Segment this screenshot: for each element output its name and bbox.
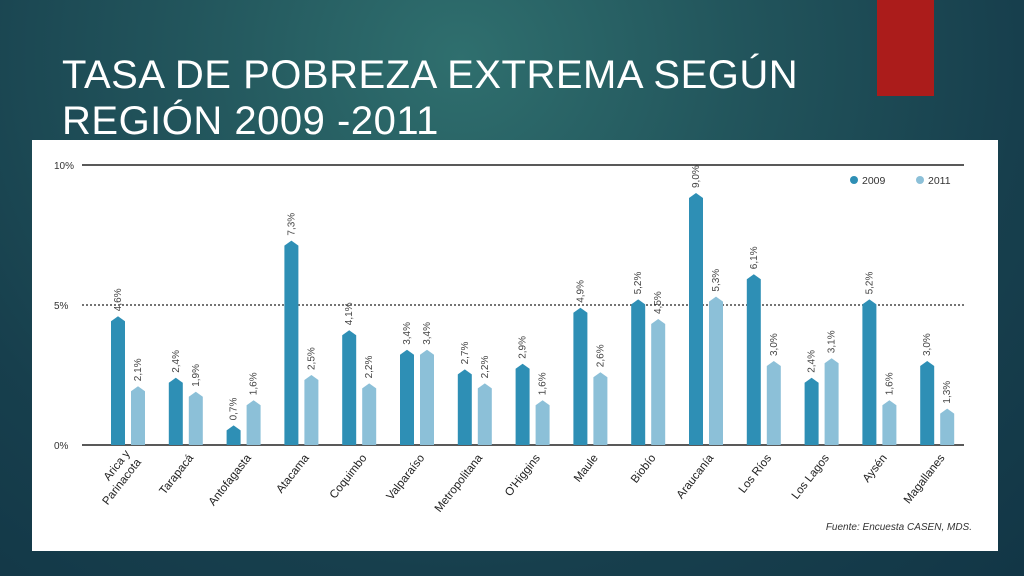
bar-2009-11 <box>746 274 761 445</box>
y-tick-label: 0% <box>54 441 69 452</box>
bar-2009-3 <box>284 240 299 445</box>
legend-swatch-2009 <box>850 176 858 184</box>
source-note: Fuente: Encuesta CASEN, MDS. <box>826 522 972 533</box>
category-label-1: Tarapacá <box>158 452 197 497</box>
bar-2011-7 <box>535 400 550 445</box>
data-label-2011-10: 5,3% <box>711 269 722 292</box>
category-label-8: Maule <box>572 452 601 484</box>
bar-2009-10 <box>689 193 703 445</box>
category-label-3: Atacama <box>274 452 312 496</box>
accent-bar <box>877 0 934 96</box>
bar-2011-1 <box>188 391 203 445</box>
category-label-2: Antofagasta <box>207 452 255 508</box>
data-label-2011-6: 2,2% <box>480 355 491 378</box>
bar-2009-1 <box>168 377 183 445</box>
data-label-2009-3: 7,3% <box>286 213 297 236</box>
legend-label-2011: 2011 <box>928 175 951 187</box>
data-label-2011-0: 2,1% <box>133 358 144 381</box>
data-label-2011-2: 1,6% <box>249 372 260 395</box>
data-label-2011-11: 3,0% <box>769 333 780 356</box>
y-tick-label: 5% <box>54 301 69 312</box>
bar-2011-11 <box>766 361 781 445</box>
data-label-2011-8: 2,6% <box>595 344 606 367</box>
category-label-11: Los Ríos <box>737 452 775 495</box>
bar-2011-3 <box>304 375 319 445</box>
data-label-2009-1: 2,4% <box>171 350 182 373</box>
bar-2009-5 <box>400 349 414 445</box>
bar-2009-9 <box>631 299 646 445</box>
bar-2011-0 <box>131 386 145 445</box>
bar-2009-8 <box>573 307 588 445</box>
category-label-0: Arica yParinacota <box>90 448 145 508</box>
bar-chart: 0% 5% 10% 4,6% 2,1% Arica yParinacota 2,4% 1,9%… <box>54 161 972 533</box>
data-label-2009-2: 0,7% <box>229 397 240 420</box>
data-label-2009-9: 5,2% <box>633 271 644 294</box>
bar-2009-12 <box>804 377 819 445</box>
bar-2009-0 <box>111 316 125 445</box>
bar-2011-10 <box>709 296 723 445</box>
data-label-2009-0: 4,6% <box>113 288 124 311</box>
bar-2011-6 <box>477 383 492 445</box>
data-label-2009-13: 5,2% <box>864 271 875 294</box>
y-tick-label: 10% <box>54 161 74 172</box>
data-label-2011-14: 1,3% <box>942 381 953 404</box>
data-label-2009-11: 6,1% <box>749 246 760 269</box>
bar-2011-8 <box>593 372 608 445</box>
slide-title-line-2: REGIÓN 2009 -2011 <box>62 99 439 143</box>
data-label-2011-9: 4,5% <box>653 291 664 314</box>
data-label-2009-7: 2,9% <box>518 336 529 359</box>
bar-2011-2 <box>246 400 261 445</box>
chart-panel: 0% 5% 10% 4,6% 2,1% Arica yParinacota 2,4% 1,9%… <box>32 140 998 551</box>
category-label-5: Valparaíso <box>385 452 428 502</box>
data-label-2011-12: 3,1% <box>827 330 838 353</box>
bar-2011-12 <box>824 358 839 445</box>
data-label-2009-14: 3,0% <box>922 333 933 356</box>
category-label-4: Coquimbo <box>328 452 370 501</box>
bar-2011-14 <box>940 408 955 445</box>
bar-2009-7 <box>515 363 530 445</box>
slide-title: TASA DE POBREZA EXTREMA SEGÚN REGIÓN 200… <box>62 52 798 144</box>
category-label-13: Aysén <box>861 452 890 484</box>
bar-2011-9 <box>651 319 666 445</box>
data-label-2009-10: 9,0% <box>691 165 702 188</box>
category-label-7: O'Higgins <box>503 452 543 499</box>
data-label-2011-1: 1,9% <box>191 364 202 387</box>
data-label-2009-6: 2,7% <box>460 341 471 364</box>
slide-title-line-1: TASA DE POBREZA EXTREMA SEGÚN <box>62 53 799 97</box>
data-label-2009-12: 2,4% <box>807 350 818 373</box>
category-label-10: Araucanía <box>675 452 717 501</box>
data-label-2011-4: 2,2% <box>364 355 375 378</box>
bar-2009-2 <box>226 425 241 445</box>
bar-2009-14 <box>920 361 935 445</box>
category-label-6: Metropolitana <box>433 452 486 515</box>
bar-2011-5 <box>420 349 434 445</box>
category-label-9: Biobío <box>629 452 659 485</box>
data-label-2009-5: 3,4% <box>402 322 413 345</box>
category-label-14: Magallanes <box>902 452 948 506</box>
data-label-2009-4: 4,1% <box>344 302 355 325</box>
category-label-12: Los Lagos <box>790 452 832 501</box>
data-label-2011-13: 1,6% <box>884 372 895 395</box>
bar-2009-6 <box>457 369 472 445</box>
data-label-2011-5: 3,4% <box>422 322 433 345</box>
legend-swatch-2011 <box>916 176 924 184</box>
data-label-2011-7: 1,6% <box>538 372 549 395</box>
data-label-2011-3: 2,5% <box>306 347 317 370</box>
bar-2011-4 <box>362 383 377 445</box>
bar-2009-4 <box>342 330 357 445</box>
data-label-2009-8: 4,9% <box>575 280 586 303</box>
bar-2009-13 <box>862 299 877 445</box>
legend-label-2009: 2009 <box>862 175 886 187</box>
bar-2011-13 <box>882 400 897 445</box>
